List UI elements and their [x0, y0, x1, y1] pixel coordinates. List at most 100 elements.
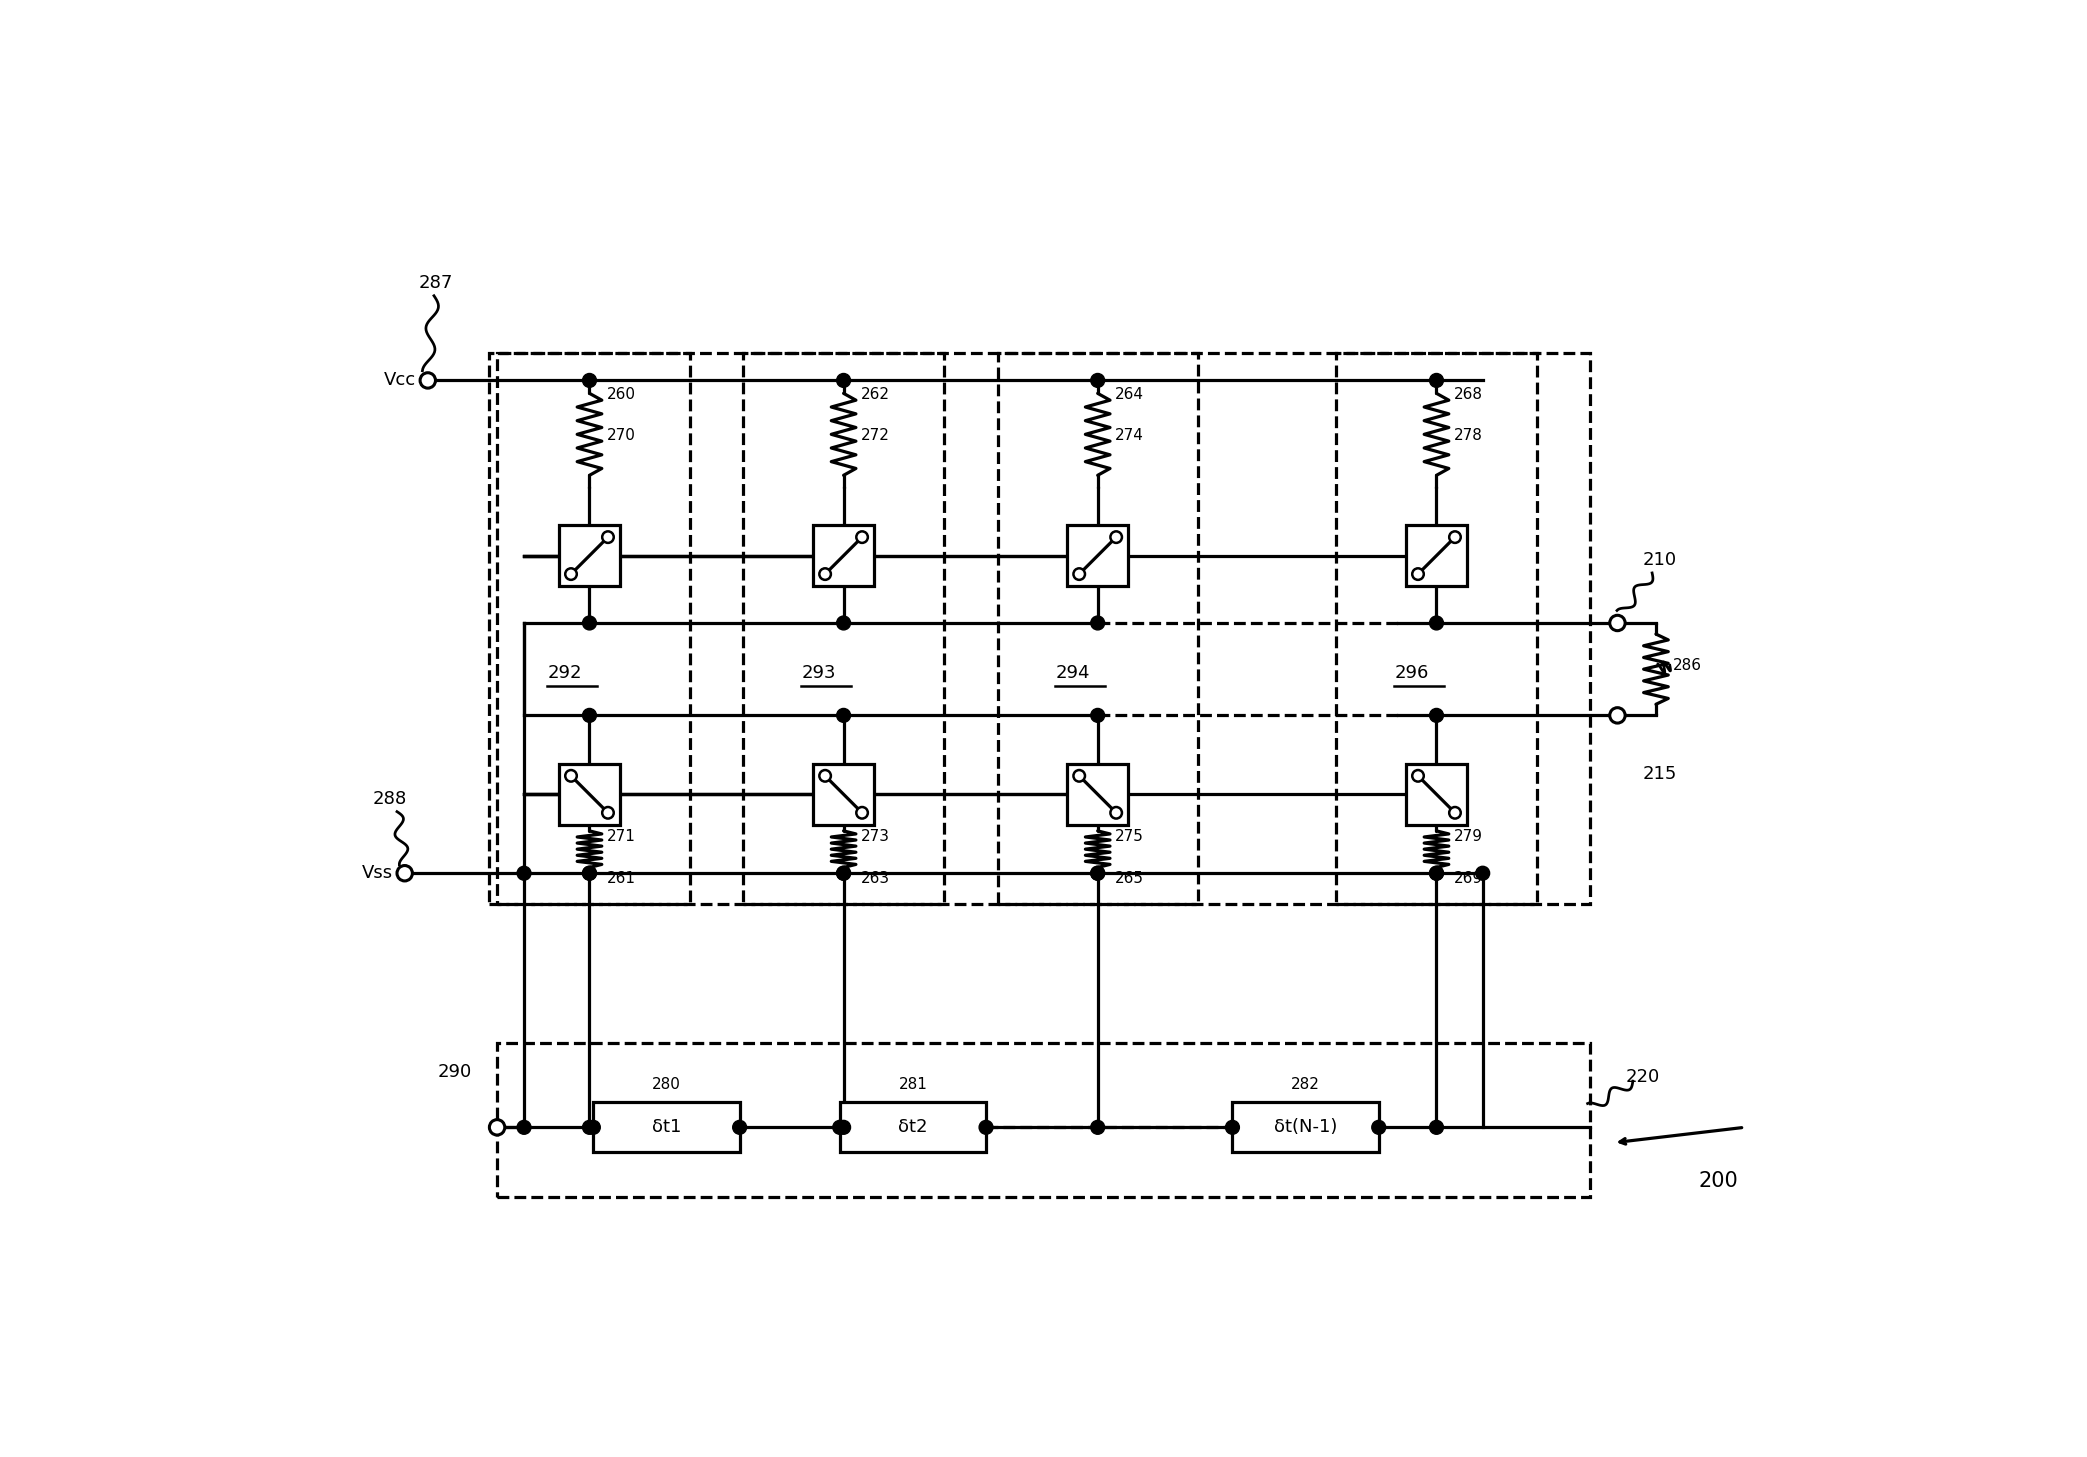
Text: 288: 288 — [371, 790, 407, 807]
Text: 294: 294 — [1056, 664, 1089, 682]
Circle shape — [979, 1120, 993, 1134]
Circle shape — [397, 865, 413, 881]
Text: 264: 264 — [1114, 386, 1144, 402]
Circle shape — [1073, 568, 1085, 580]
Text: 269: 269 — [1453, 871, 1482, 886]
Circle shape — [837, 867, 851, 880]
Circle shape — [837, 616, 851, 629]
Text: 281: 281 — [899, 1077, 927, 1093]
Circle shape — [856, 532, 868, 543]
Circle shape — [1073, 771, 1085, 781]
Text: 215: 215 — [1642, 765, 1678, 784]
Text: Vss: Vss — [361, 864, 392, 883]
Circle shape — [603, 532, 614, 543]
Circle shape — [1430, 867, 1444, 880]
Text: 260: 260 — [607, 386, 634, 402]
Bar — [497, 1043, 1590, 1196]
Circle shape — [1430, 616, 1444, 629]
Circle shape — [833, 1120, 847, 1134]
Circle shape — [1430, 373, 1444, 388]
Text: 279: 279 — [1453, 829, 1482, 844]
Text: 261: 261 — [607, 871, 634, 886]
Circle shape — [488, 1119, 505, 1135]
Bar — [1336, 354, 1536, 903]
Bar — [998, 354, 1198, 903]
Text: 287: 287 — [417, 274, 453, 291]
Circle shape — [566, 568, 576, 580]
Bar — [1066, 525, 1129, 586]
Text: 275: 275 — [1114, 829, 1144, 844]
Bar — [497, 354, 1590, 903]
Circle shape — [582, 1120, 597, 1134]
Text: 210: 210 — [1642, 551, 1676, 570]
Bar — [559, 763, 620, 825]
Circle shape — [582, 373, 597, 388]
Circle shape — [518, 867, 530, 880]
Bar — [593, 1103, 739, 1152]
Bar — [1066, 763, 1129, 825]
Circle shape — [837, 867, 851, 880]
Text: 268: 268 — [1453, 386, 1482, 402]
Circle shape — [1448, 807, 1461, 819]
Bar — [1233, 1103, 1380, 1152]
Circle shape — [1092, 1120, 1104, 1134]
Circle shape — [603, 807, 614, 819]
Text: 271: 271 — [607, 829, 634, 844]
Circle shape — [1371, 1120, 1386, 1134]
Text: δt2: δt2 — [897, 1119, 927, 1136]
Text: 273: 273 — [860, 829, 889, 844]
Circle shape — [419, 373, 436, 388]
Circle shape — [1430, 708, 1444, 723]
Text: 282: 282 — [1292, 1077, 1321, 1093]
Circle shape — [1110, 532, 1123, 543]
Circle shape — [566, 771, 576, 781]
Bar — [1407, 525, 1467, 586]
Circle shape — [582, 867, 597, 880]
Circle shape — [1430, 1120, 1444, 1134]
Circle shape — [1225, 1120, 1240, 1134]
Circle shape — [837, 373, 851, 388]
Text: 292: 292 — [547, 664, 582, 682]
Circle shape — [586, 1120, 601, 1134]
Circle shape — [733, 1120, 747, 1134]
Circle shape — [1092, 867, 1104, 880]
Text: 200: 200 — [1699, 1171, 1738, 1192]
Text: 286: 286 — [1674, 657, 1701, 673]
Bar — [743, 354, 943, 903]
Circle shape — [1448, 532, 1461, 543]
Circle shape — [1476, 867, 1490, 880]
Text: 293: 293 — [801, 664, 835, 682]
Text: 270: 270 — [607, 428, 634, 443]
Text: 278: 278 — [1453, 428, 1482, 443]
Text: 272: 272 — [860, 428, 889, 443]
Text: 220: 220 — [1626, 1068, 1659, 1087]
Circle shape — [1092, 867, 1104, 880]
Bar — [488, 354, 689, 903]
Circle shape — [820, 771, 831, 781]
Text: 280: 280 — [651, 1077, 680, 1093]
Bar — [812, 525, 874, 586]
Circle shape — [1092, 616, 1104, 629]
Text: 274: 274 — [1114, 428, 1144, 443]
Circle shape — [837, 1120, 851, 1134]
Text: δt1: δt1 — [651, 1119, 680, 1136]
Bar — [839, 1103, 985, 1152]
Circle shape — [1430, 867, 1444, 880]
Text: 290: 290 — [438, 1064, 472, 1081]
Circle shape — [518, 1120, 530, 1134]
Circle shape — [820, 568, 831, 580]
Text: 262: 262 — [860, 386, 889, 402]
Bar — [1407, 763, 1467, 825]
Circle shape — [582, 708, 597, 723]
Circle shape — [1413, 568, 1423, 580]
Circle shape — [582, 616, 597, 629]
Text: 263: 263 — [860, 871, 889, 886]
Circle shape — [1609, 615, 1626, 631]
Text: δt(N-1): δt(N-1) — [1273, 1119, 1338, 1136]
Bar — [559, 525, 620, 586]
Text: 265: 265 — [1114, 871, 1144, 886]
Circle shape — [1413, 771, 1423, 781]
Circle shape — [837, 708, 851, 723]
Text: Vcc: Vcc — [384, 372, 415, 389]
Circle shape — [1092, 708, 1104, 723]
